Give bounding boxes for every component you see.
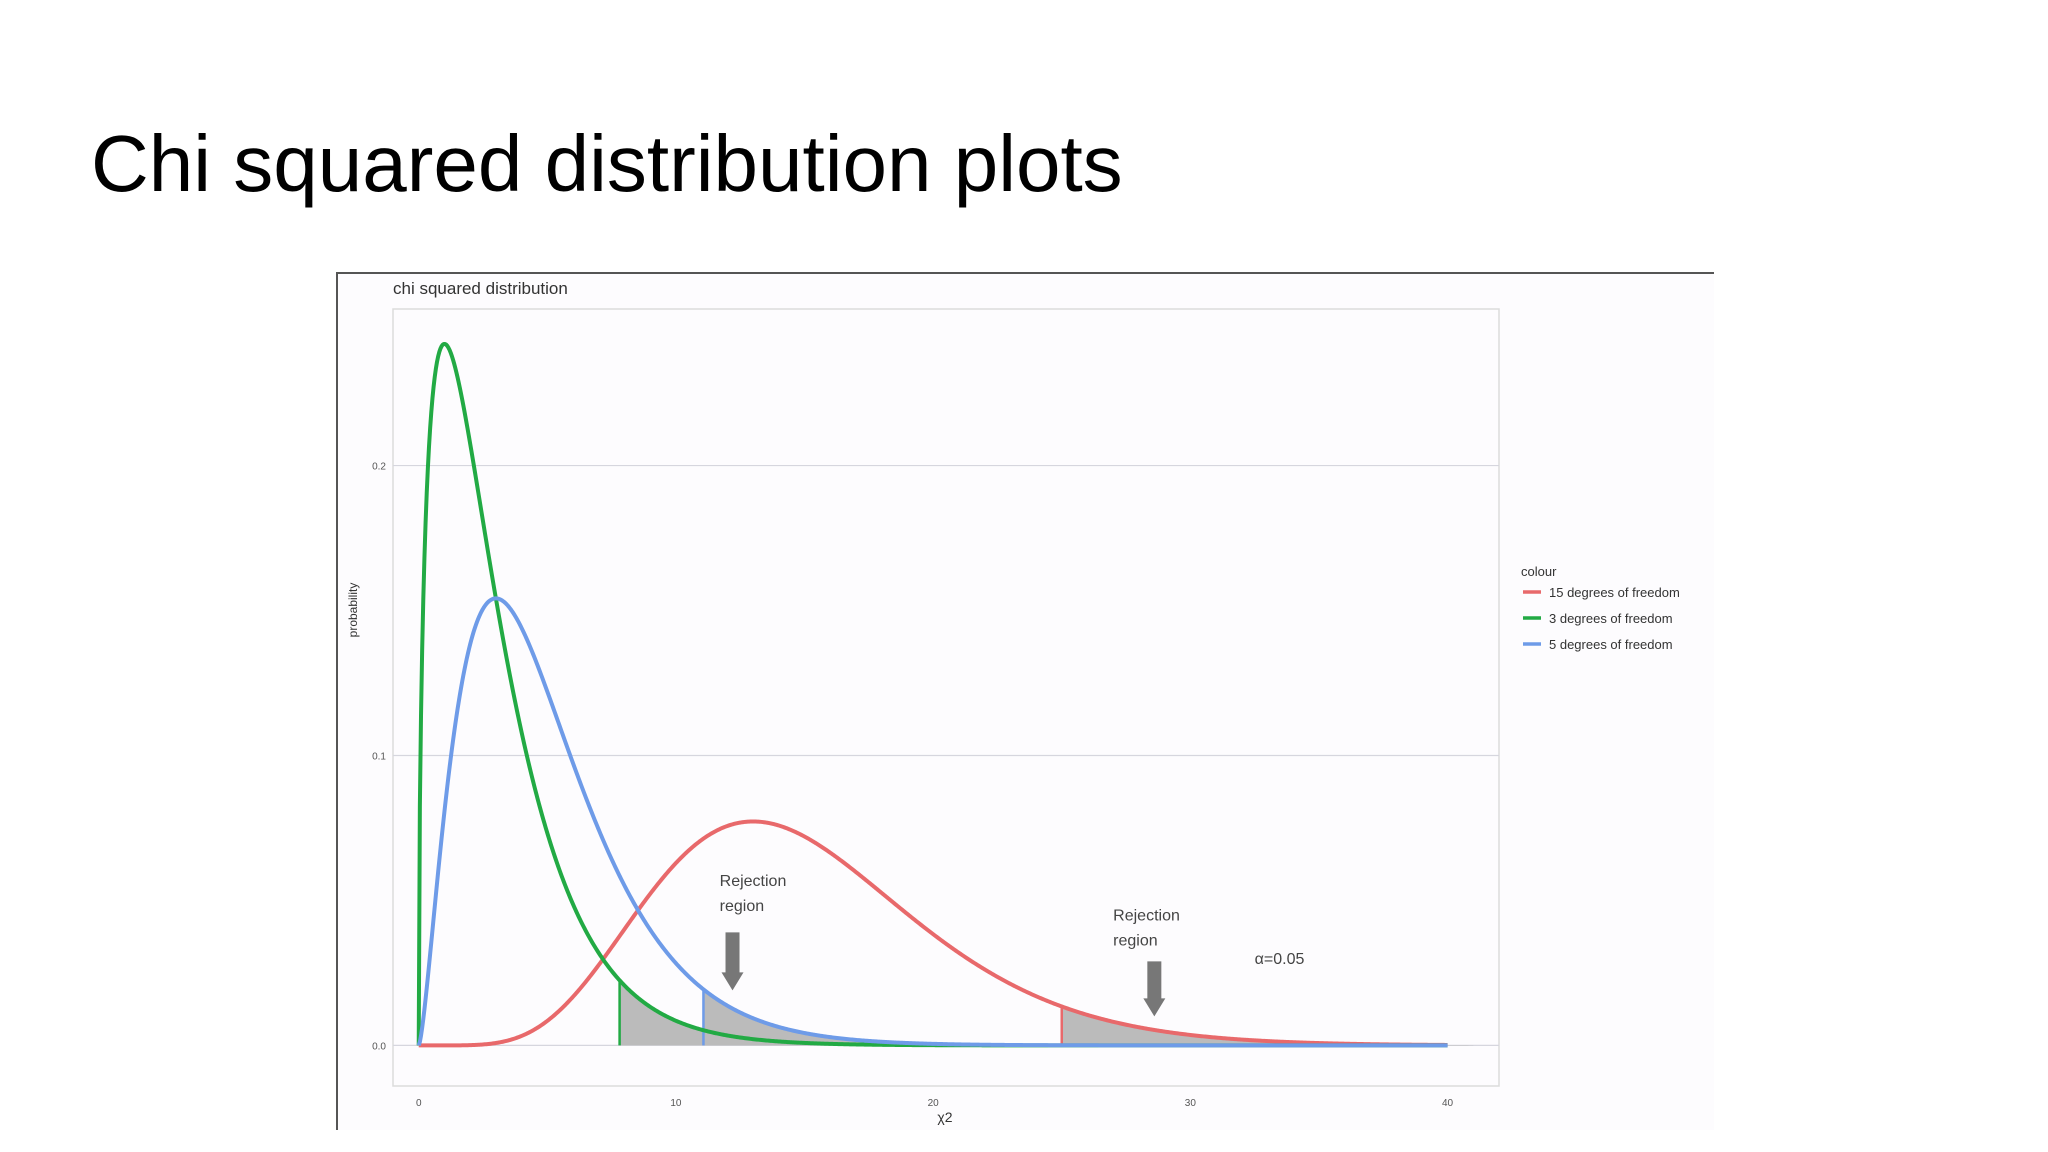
series-line-df15 bbox=[417, 819, 1449, 1048]
y-tick-labels: 0.0 0.1 0.2 bbox=[372, 462, 386, 1053]
legend-title: colour bbox=[1521, 564, 1557, 579]
chart-figure: chi squared distribution Rejection region… bbox=[336, 272, 1714, 1130]
series-line-df5 bbox=[416, 596, 1449, 1048]
y-axis-label: probability bbox=[346, 583, 360, 638]
y-tick-label: 0.0 bbox=[372, 1041, 386, 1052]
chi-squared-chart: chi squared distribution Rejection region… bbox=[346, 279, 1680, 1125]
x-axis-label: χ2 bbox=[937, 1109, 952, 1125]
x-tick-label: 30 bbox=[1185, 1098, 1197, 1109]
down-arrow-icon bbox=[721, 932, 744, 991]
x-tick-label: 20 bbox=[928, 1098, 940, 1109]
series-lines bbox=[416, 341, 1449, 1048]
y-tick-label: 0.1 bbox=[372, 751, 386, 762]
annotation-alpha: α=0.05 bbox=[1255, 951, 1305, 968]
y-tick-label: 0.2 bbox=[372, 462, 386, 473]
legend-entry-label: 15 degrees of freedom bbox=[1549, 585, 1680, 600]
rejection-region-df15 bbox=[1061, 1006, 1474, 1046]
chart-title: chi squared distribution bbox=[393, 279, 568, 298]
legend-entry-label: 5 degrees of freedom bbox=[1549, 637, 1673, 652]
legend: colour 15 degrees of freedom 3 degrees of… bbox=[1521, 564, 1680, 652]
plot-panel bbox=[392, 308, 1500, 1087]
annotation-rejection-region-label: region bbox=[1113, 933, 1157, 950]
x-tick-label: 10 bbox=[670, 1098, 682, 1109]
annotation-rejection-region-label: Rejection bbox=[720, 873, 787, 890]
down-arrow-icon bbox=[1143, 961, 1166, 1017]
x-tick-labels: 0 10 20 30 40 bbox=[416, 1098, 1454, 1109]
annotation-rejection-region-label: Rejection bbox=[1113, 908, 1180, 925]
x-tick-label: 40 bbox=[1442, 1098, 1454, 1109]
annotation-rejection-region-label: region bbox=[720, 898, 764, 915]
legend-entry-label: 3 degrees of freedom bbox=[1549, 611, 1673, 626]
annotations: Rejection region Rejection region α=0.05 bbox=[720, 873, 1305, 1017]
slide-title: Chi squared distribution plots bbox=[91, 119, 1123, 208]
x-tick-label: 0 bbox=[416, 1098, 422, 1109]
